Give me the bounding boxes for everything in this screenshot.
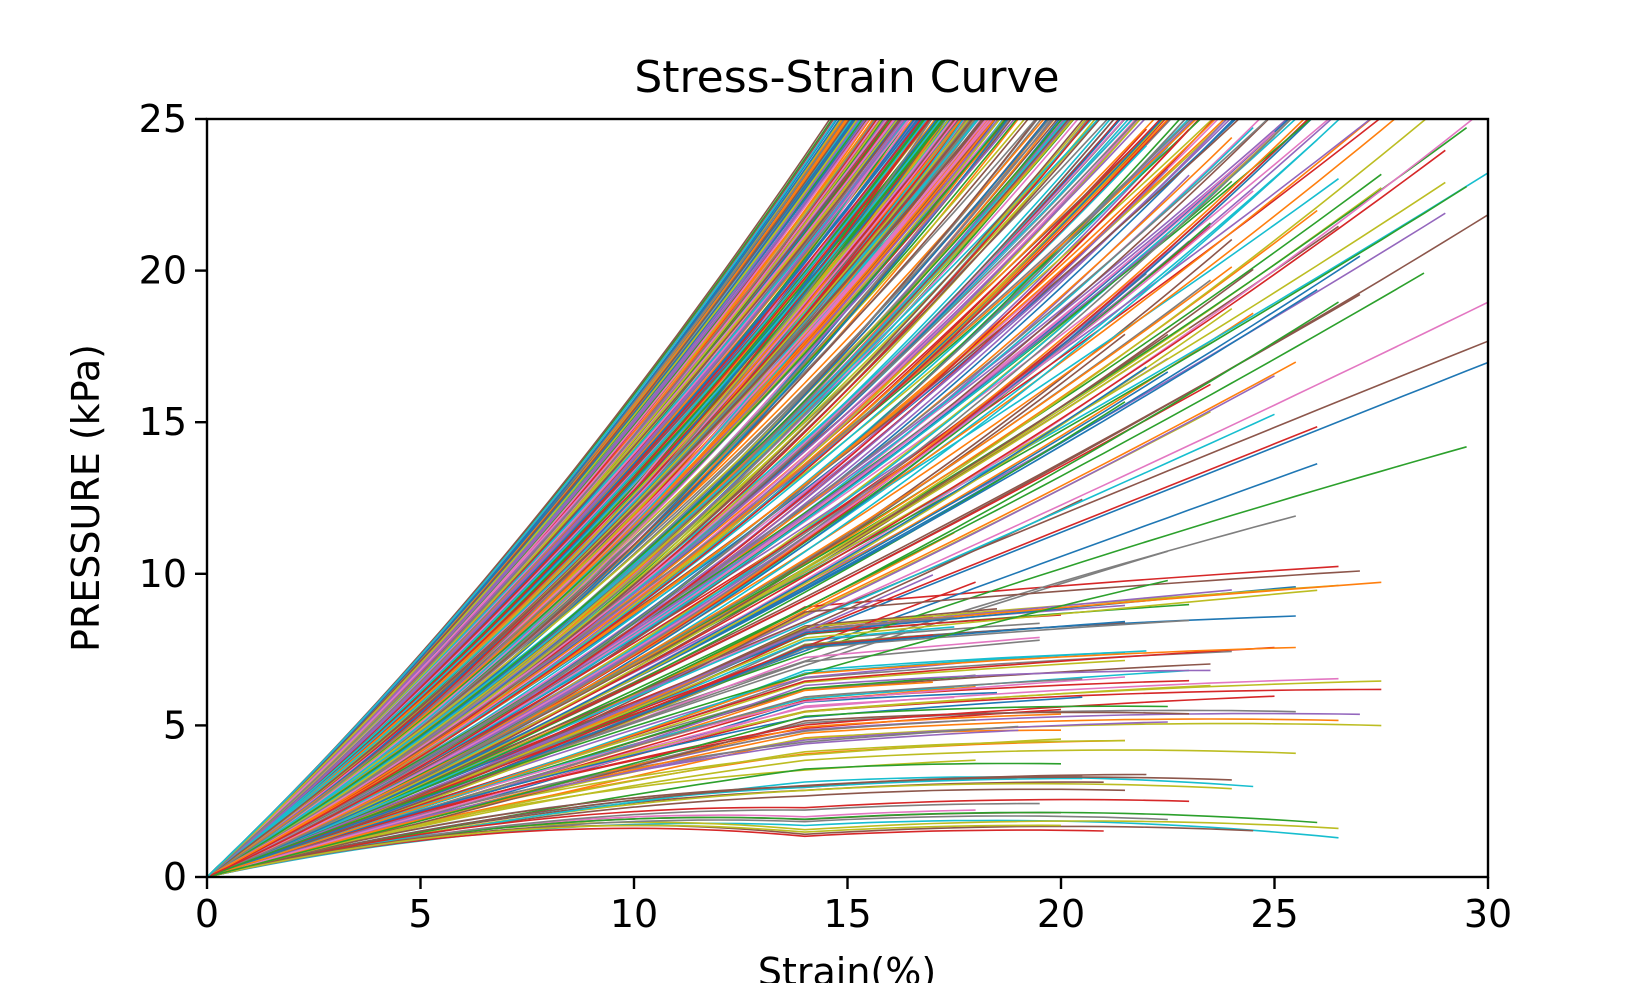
series-line	[207, 773, 1147, 877]
x-tick-label: 10	[610, 892, 658, 936]
series-line	[207, 776, 1232, 877]
series-line	[207, 119, 1269, 877]
series-line	[207, 119, 907, 877]
series-line	[207, 119, 1053, 877]
series-line	[207, 128, 1190, 877]
x-tick-label: 15	[823, 892, 871, 936]
series-line	[207, 646, 1275, 877]
y-tick-label: 25	[139, 97, 187, 141]
series-line	[207, 749, 1296, 877]
y-tick-label: 15	[139, 400, 187, 444]
series-line	[207, 620, 1126, 877]
series-line	[207, 266, 1233, 877]
series-line	[207, 579, 1168, 877]
y-axis-ticks: 0 5 10 15 20 25	[139, 97, 207, 899]
series-line	[207, 119, 839, 877]
series-line	[207, 119, 1293, 877]
x-tick-label: 5	[408, 892, 432, 936]
series-lines	[207, 119, 1488, 877]
series-line	[207, 366, 1147, 877]
y-axis-label: PRESSURE (kPa)	[64, 344, 108, 652]
x-tick-label: 25	[1250, 892, 1298, 936]
x-tick-label: 0	[195, 892, 219, 936]
series-line	[207, 119, 877, 877]
series-line	[207, 119, 899, 877]
series-line	[207, 119, 951, 877]
x-tick-label: 30	[1464, 892, 1512, 936]
series-line	[207, 119, 980, 877]
series-line	[207, 119, 984, 877]
series-line	[207, 119, 1428, 877]
series-line	[207, 119, 1170, 877]
x-axis-label: Strain(%)	[758, 950, 936, 983]
series-line	[207, 119, 1217, 877]
series-line	[207, 119, 928, 877]
x-tick-label: 20	[1037, 892, 1085, 936]
series-line	[207, 119, 1170, 877]
series-line	[207, 413, 1275, 877]
series-line	[207, 696, 1083, 877]
y-tick-label: 0	[163, 855, 187, 899]
series-line	[207, 119, 838, 877]
series-line	[207, 119, 859, 877]
series-line	[207, 570, 1360, 877]
series-line	[207, 695, 1275, 877]
x-axis-ticks: 0 5 10 15 20 25 30	[195, 877, 1512, 936]
series-line	[207, 119, 870, 877]
y-tick-label: 20	[139, 249, 187, 293]
series-line	[207, 574, 934, 877]
series-line	[207, 705, 1168, 877]
series-line	[207, 119, 1068, 877]
series-line	[207, 119, 1187, 877]
series-line	[207, 301, 1339, 877]
series-line	[207, 119, 867, 877]
series-line	[207, 824, 1062, 877]
series-line	[207, 824, 1254, 877]
series-line	[207, 119, 1074, 877]
y-tick-label: 5	[163, 703, 187, 747]
series-line	[207, 739, 1126, 877]
series-line	[207, 119, 1126, 877]
series-line	[207, 646, 1296, 877]
series-line	[207, 718, 1339, 877]
series-line	[207, 669, 1211, 877]
y-tick-label: 10	[139, 552, 187, 596]
series-line	[207, 119, 1091, 877]
series-line	[207, 119, 942, 877]
series-line	[207, 713, 1062, 877]
chart-title: Stress-Strain Curve	[634, 52, 1059, 103]
series-line	[207, 696, 955, 877]
series-line	[207, 119, 1064, 877]
series-line	[207, 307, 1233, 877]
series-line	[207, 798, 1190, 877]
series-line	[207, 119, 1193, 877]
series-line	[207, 119, 1313, 877]
